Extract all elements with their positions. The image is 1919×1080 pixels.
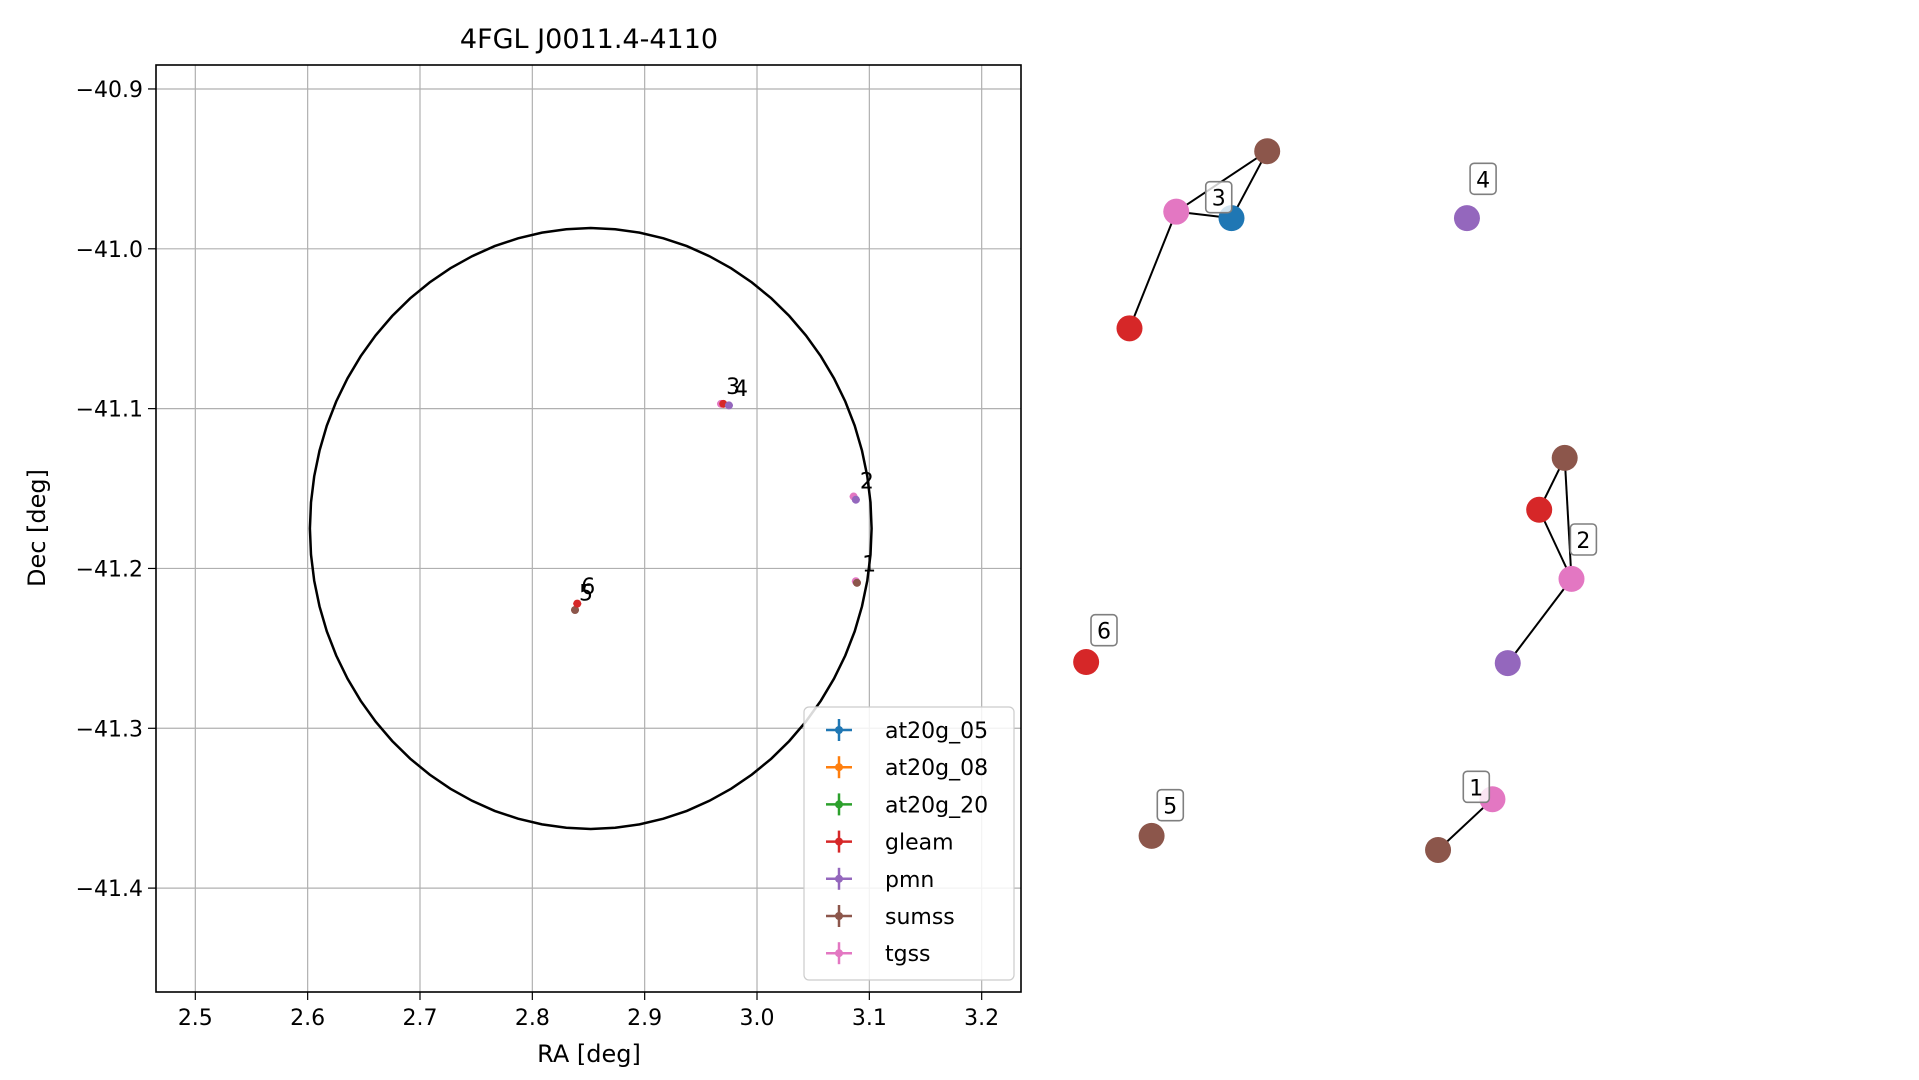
group-label-text: 5 — [1163, 795, 1177, 820]
points-layer — [571, 399, 861, 615]
legend-marker-dot — [835, 874, 843, 883]
graph-node-gleam — [1526, 496, 1553, 523]
legend-box — [803, 706, 1015, 981]
group-label-6: 6 — [1090, 613, 1118, 647]
graph-node-tgss — [1558, 565, 1585, 592]
y-tick-label: −40.9 — [76, 78, 143, 103]
y-axis-label: Dec [deg] — [23, 469, 51, 587]
data-point-gleam — [573, 599, 582, 608]
graph-node-tgss — [1163, 198, 1190, 225]
legend-label: at20g_20 — [885, 793, 988, 818]
source-number-label: 3 — [726, 375, 740, 400]
graph-edge — [1506, 578, 1573, 664]
y-tick-label: −41.4 — [76, 877, 143, 902]
legend-marker-dot — [835, 949, 843, 958]
legend-label: at20g_05 — [885, 719, 988, 744]
y-tick-label: −41.1 — [76, 398, 143, 423]
legend-marker-dot — [835, 800, 843, 809]
legend-marker-dot — [835, 726, 843, 734]
x-tick-label: 3.0 — [740, 1006, 775, 1031]
legend-marker-dot — [835, 763, 843, 772]
x-axis-ticks: 2.5 2.6 2.7 2.8 2.9 3.0 3.1 3.2 — [178, 992, 999, 1031]
graph-edge — [1563, 457, 1573, 579]
graph-node-pmn — [1453, 205, 1480, 232]
legend-entry-at20g_20: at20g_20 — [826, 793, 988, 818]
data-point-sumss — [571, 606, 580, 615]
x-tick-label: 2.7 — [402, 1006, 437, 1031]
legend-label: gleam — [885, 831, 954, 856]
x-tick-label: 2.5 — [178, 1006, 213, 1031]
group-label-text: 4 — [1476, 168, 1490, 193]
legend-label: tgss — [885, 942, 931, 967]
graph-node-gleam — [1116, 315, 1143, 342]
data-point-pmn — [724, 401, 733, 410]
group-label-box — [1469, 162, 1497, 196]
graph-node-gleam — [1073, 649, 1100, 676]
group-label-box — [1204, 180, 1233, 214]
group-label-text: 1 — [1469, 776, 1483, 801]
legend-entry-sumss: sumss — [826, 905, 955, 930]
group-label-5: 5 — [1156, 788, 1185, 822]
legend-entry-tgss: tgss — [826, 942, 931, 967]
x-tick-label: 3.2 — [964, 1006, 999, 1031]
graph-node-sumss — [1138, 822, 1165, 849]
plot-frame — [155, 64, 1022, 993]
group-label-box — [1156, 788, 1185, 822]
graph-labels: 3 4 2 6 5 1 — [1090, 162, 1598, 822]
legend-entry-at20g_08: at20g_08 — [826, 756, 988, 781]
group-label-4: 4 — [1469, 162, 1497, 196]
group-label-3: 3 — [1204, 180, 1233, 214]
legend-label: pmn — [885, 868, 934, 893]
group-label-box — [1090, 613, 1118, 647]
x-tick-label: 2.8 — [515, 1006, 550, 1031]
y-tick-label: −41.3 — [76, 717, 143, 742]
x-axis-label: RA [deg] — [537, 1040, 641, 1068]
legend-entry-pmn: pmn — [826, 867, 934, 893]
group-label-box — [1462, 770, 1491, 804]
group-label-text: 6 — [1097, 620, 1111, 645]
source-number-label: 1 — [862, 553, 876, 578]
ellipse-layer — [308, 226, 873, 831]
legend-marker-dot — [835, 912, 843, 920]
association-graph-panel: 3 4 2 6 5 1 — [1073, 138, 1598, 863]
group-label-1: 1 — [1462, 770, 1491, 804]
graph-node-pmn — [1494, 650, 1521, 677]
source-number-label: 6 — [581, 575, 595, 600]
y-tick-label: −41.0 — [76, 238, 143, 263]
y-tick-label: −41.2 — [76, 557, 143, 582]
group-label-box — [1569, 523, 1598, 556]
legend-entry-at20g_05: at20g_05 — [826, 719, 988, 744]
chart-title: 4FGL J0011.4-4110 — [460, 24, 718, 55]
localization-ellipse — [308, 226, 873, 831]
source-number-label: 5 — [579, 581, 593, 606]
x-tick-label: 3.1 — [852, 1006, 887, 1031]
x-tick-label: 2.9 — [627, 1006, 662, 1031]
graph-node-sumss — [1551, 444, 1578, 471]
legend-label: at20g_08 — [885, 756, 988, 781]
legend-entry-gleam: gleam — [826, 830, 954, 856]
group-label-text: 2 — [1576, 529, 1590, 554]
source-number-label: 2 — [860, 470, 874, 495]
data-point-sumss — [852, 578, 861, 587]
x-tick-label: 2.6 — [290, 1006, 325, 1031]
legend-marker-dot — [835, 837, 843, 846]
group-label-2: 2 — [1569, 523, 1598, 556]
source-number-label: 4 — [734, 377, 748, 402]
y-axis-ticks: −40.9 −41.0 −41.1 −41.2 −41.3 −41.4 — [76, 78, 156, 902]
graph-node-sumss — [1254, 138, 1281, 165]
graph-node-sumss — [1425, 836, 1452, 863]
group-label-text: 3 — [1212, 187, 1226, 212]
graph-edge — [1128, 211, 1178, 329]
data-point-pmn — [851, 495, 860, 504]
legend-label: sumss — [885, 905, 955, 930]
